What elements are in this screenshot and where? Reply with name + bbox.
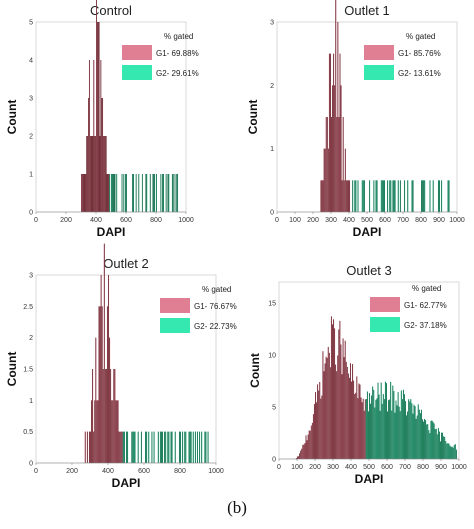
legend-label: G1- 85.76% xyxy=(398,49,441,58)
legend-swatch xyxy=(160,298,190,313)
x-tick-label: 400 xyxy=(102,468,114,475)
histogram-panel-3: Outlet 2 0 200 400 600 800 1000 0 0.5 1 1.5 2 2.5 3 DA… xyxy=(5,243,237,490)
y-tick-label: 1 xyxy=(270,146,274,153)
legend-swatch xyxy=(370,297,400,312)
y-tick-label: 3 xyxy=(270,20,274,27)
y-tick-label: 2.5 xyxy=(23,304,33,311)
histogram-panel-4: Outlet 30 100 200 300 400 500 600 700 800 900 1000… xyxy=(248,263,467,486)
y-tick-label: 10 xyxy=(268,352,276,359)
y-tick-label: 1.5 xyxy=(23,367,33,374)
x-tick-label: 600 xyxy=(138,468,150,475)
legend-swatch xyxy=(364,65,394,80)
panel-title: Outlet 1 xyxy=(344,3,390,18)
legend-title: % gated xyxy=(164,32,193,41)
x-tick-label: 0 xyxy=(275,217,279,224)
x-tick-label: 1000 xyxy=(451,464,467,471)
x-tick-label: 1000 xyxy=(178,217,194,224)
histogram-panel-1: Control 0 200 400 600 800 1000 0 1 2 3 4 5 DAPI Count%… xyxy=(5,0,199,239)
x-tick-label: 200 xyxy=(307,217,319,224)
x-tick-label: 100 xyxy=(289,217,301,224)
legend-label: G1- 62.77% xyxy=(404,301,447,310)
x-tick-label: 400 xyxy=(90,217,102,224)
legend-title: % gated xyxy=(406,32,435,41)
y-tick-label: 4 xyxy=(29,58,33,65)
y-tick-label: 0 xyxy=(270,210,274,217)
y-tick-label: 5 xyxy=(29,20,33,27)
figure-caption: (b) xyxy=(227,498,247,517)
x-tick-label: 1000 xyxy=(449,217,465,224)
histogram-panel-2: Outlet 1 0 100 200 300 400 500 600 700 800 900 1000… xyxy=(246,0,465,239)
legend-title: % gated xyxy=(412,284,441,293)
legend-swatch xyxy=(160,318,190,333)
x-tick-label: 900 xyxy=(435,464,447,471)
legend-label: G2- 13.61% xyxy=(398,69,441,78)
legend-label: G2- 37.18% xyxy=(404,321,447,330)
legend-label: G1- 69.88% xyxy=(156,49,199,58)
x-axis-title: DAPI xyxy=(97,225,126,239)
legend-label: G1- 76.67% xyxy=(194,302,237,311)
x-tick-label: 600 xyxy=(381,464,393,471)
x-tick-label: 100 xyxy=(291,464,303,471)
legend-swatch xyxy=(122,45,152,60)
x-tick-label: 0 xyxy=(277,464,281,471)
x-tick-label: 200 xyxy=(309,464,321,471)
y-tick-label: 5 xyxy=(272,404,276,411)
x-tick-label: 1000 xyxy=(208,468,224,475)
y-tick-label: 0 xyxy=(29,210,33,217)
x-tick-label: 800 xyxy=(417,464,429,471)
legend-title: % gated xyxy=(202,285,231,294)
y-tick-label: 1 xyxy=(29,172,33,179)
y-tick-label: 2 xyxy=(29,335,33,342)
y-tick-label: 15 xyxy=(268,300,276,307)
x-tick-label: 600 xyxy=(120,217,132,224)
x-tick-label: 500 xyxy=(363,464,375,471)
x-tick-label: 800 xyxy=(415,217,427,224)
y-axis-title: Count xyxy=(246,100,260,135)
x-tick-label: 0 xyxy=(34,468,38,475)
x-tick-label: 300 xyxy=(327,464,339,471)
legend-label: G2- 29.61% xyxy=(156,69,199,78)
legend-label: G2- 22.73% xyxy=(194,322,237,331)
y-axis-title: Count xyxy=(248,353,262,388)
y-tick-label: 0.5 xyxy=(23,429,33,436)
x-tick-label: 900 xyxy=(433,217,445,224)
y-tick-label: 0 xyxy=(272,457,276,464)
y-tick-label: 3 xyxy=(29,96,33,103)
legend-swatch xyxy=(370,317,400,332)
x-axis-title: DAPI xyxy=(355,472,384,486)
x-tick-label: 600 xyxy=(379,217,391,224)
x-tick-label: 800 xyxy=(150,217,162,224)
x-tick-label: 400 xyxy=(343,217,355,224)
x-tick-label: 700 xyxy=(397,217,409,224)
y-axis-title: Count xyxy=(5,100,19,135)
panel-title: Control xyxy=(90,3,132,18)
y-tick-label: 2 xyxy=(270,83,274,90)
y-tick-label: 0 xyxy=(29,461,33,468)
panel-title: Outlet 2 xyxy=(103,256,149,271)
panel-title: Outlet 3 xyxy=(346,263,392,278)
x-axis-title: DAPI xyxy=(353,225,382,239)
x-tick-label: 300 xyxy=(325,217,337,224)
legend-swatch xyxy=(122,65,152,80)
x-tick-label: 800 xyxy=(174,468,186,475)
x-tick-label: 500 xyxy=(361,217,373,224)
x-tick-label: 200 xyxy=(66,468,78,475)
x-tick-label: 0 xyxy=(34,217,38,224)
y-tick-label: 1 xyxy=(29,398,33,405)
x-tick-label: 200 xyxy=(60,217,72,224)
legend-swatch xyxy=(364,45,394,60)
x-axis-title: DAPI xyxy=(112,476,141,490)
y-axis-title: Count xyxy=(5,352,19,387)
y-tick-label: 3 xyxy=(29,273,33,280)
x-tick-label: 400 xyxy=(345,464,357,471)
y-tick-label: 2 xyxy=(29,134,33,141)
x-tick-label: 700 xyxy=(399,464,411,471)
